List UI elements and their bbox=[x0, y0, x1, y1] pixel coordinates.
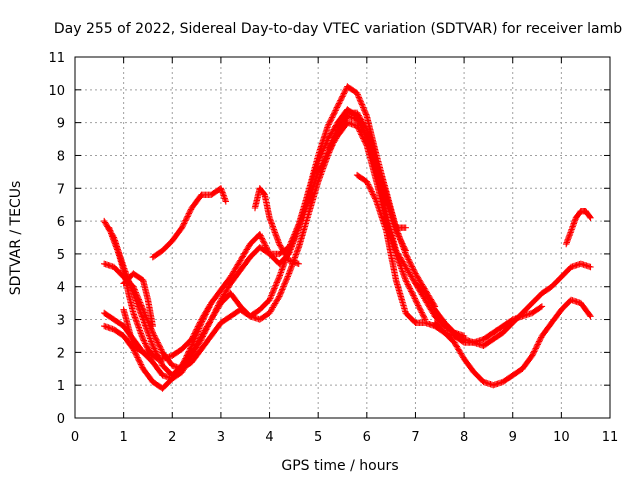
series-sat-d bbox=[101, 119, 429, 392]
x-tick-label: 8 bbox=[460, 430, 468, 445]
y-tick-label: 1 bbox=[57, 379, 65, 394]
series-markers bbox=[324, 112, 409, 254]
x-tick-label: 0 bbox=[71, 430, 79, 445]
x-tick-label: 5 bbox=[314, 430, 322, 445]
series-markers bbox=[412, 260, 594, 349]
x-tick-label: 9 bbox=[509, 430, 517, 445]
series-markers bbox=[149, 185, 229, 261]
x-tick-label: 7 bbox=[411, 430, 419, 445]
series-markers bbox=[105, 224, 161, 363]
series-sat-j bbox=[324, 112, 409, 254]
y-tick-label: 11 bbox=[48, 51, 65, 66]
series-markers bbox=[563, 208, 594, 248]
series-markers bbox=[120, 270, 156, 330]
plot-frame bbox=[74, 56, 611, 419]
data-series bbox=[101, 83, 594, 392]
series-markers bbox=[353, 171, 546, 346]
axis-ticks: 0 1 2 3 4 5 6 7 8 9 10 11 0 1 2 3 4 5 6 7 8 9 10 11 bbox=[48, 51, 618, 445]
series-sat-g bbox=[120, 270, 156, 330]
y-tick-label: 8 bbox=[57, 149, 65, 164]
series-markers bbox=[101, 119, 429, 392]
series-sat-i bbox=[251, 185, 302, 267]
y-tick-label: 9 bbox=[57, 117, 65, 132]
series-sat-h bbox=[149, 185, 229, 261]
series-sat-k bbox=[353, 171, 546, 346]
y-tick-label: 2 bbox=[57, 346, 65, 361]
series-sat-m bbox=[431, 296, 594, 389]
series-sat-l bbox=[412, 260, 594, 349]
series-markers bbox=[120, 299, 215, 363]
y-tick-label: 5 bbox=[57, 248, 65, 263]
x-tick-label: 2 bbox=[168, 430, 176, 445]
series-sat-f bbox=[120, 299, 215, 363]
chart-title: Day 255 of 2022, Sidereal Day-to-day VTE… bbox=[54, 21, 622, 37]
series-markers bbox=[431, 296, 594, 389]
x-tick-label: 11 bbox=[602, 430, 619, 445]
x-tick-label: 10 bbox=[553, 430, 570, 445]
y-tick-label: 7 bbox=[57, 182, 65, 197]
series-sat-n bbox=[563, 208, 594, 248]
y-tick-label: 0 bbox=[57, 412, 65, 427]
series-markers bbox=[251, 185, 302, 267]
x-axis-label: GPS time / hours bbox=[281, 458, 398, 474]
y-tick-label: 4 bbox=[57, 281, 65, 296]
x-tick-label: 3 bbox=[217, 430, 225, 445]
y-tick-label: 6 bbox=[57, 215, 65, 230]
x-tick-label: 4 bbox=[265, 430, 273, 445]
x-tick-label: 1 bbox=[119, 430, 127, 445]
y-axis-label: SDTVAR / TECUs bbox=[8, 181, 24, 296]
x-tick-label: 6 bbox=[363, 430, 371, 445]
y-tick-label: 3 bbox=[57, 314, 65, 329]
series-sat-e bbox=[105, 224, 161, 363]
y-tick-label: 10 bbox=[48, 84, 65, 99]
